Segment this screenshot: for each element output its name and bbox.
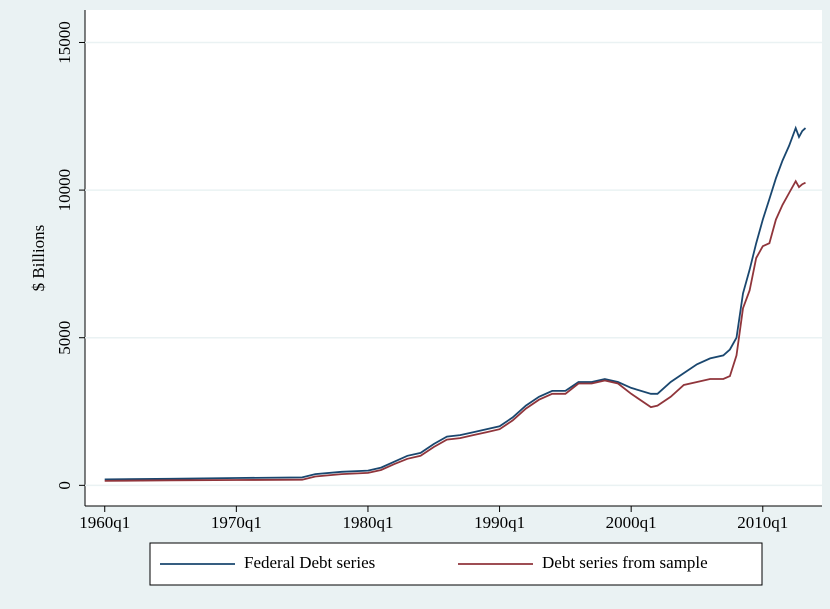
x-tick-label: 1980q1 — [342, 513, 393, 532]
x-tick-label: 1990q1 — [474, 513, 525, 532]
y-tick-label: 5000 — [55, 321, 74, 355]
legend — [149, 542, 763, 586]
legend-label: Debt series from sample — [542, 553, 708, 572]
x-tick-label: 2000q1 — [606, 513, 657, 532]
series-line — [104, 125, 807, 481]
y-axis-label: $ Billions — [29, 225, 48, 292]
x-tick-label: 1970q1 — [211, 513, 262, 532]
y-tick-label: 0 — [55, 481, 74, 490]
x-tick-label: 1960q1 — [79, 513, 130, 532]
legend-label: Federal Debt series — [244, 553, 375, 572]
y-tick-label: 15000 — [55, 21, 74, 64]
series-line — [104, 179, 806, 482]
x-tick-label: 2010q1 — [737, 513, 788, 532]
y-tick-label: 10000 — [55, 169, 74, 212]
plot-area — [85, 10, 822, 506]
